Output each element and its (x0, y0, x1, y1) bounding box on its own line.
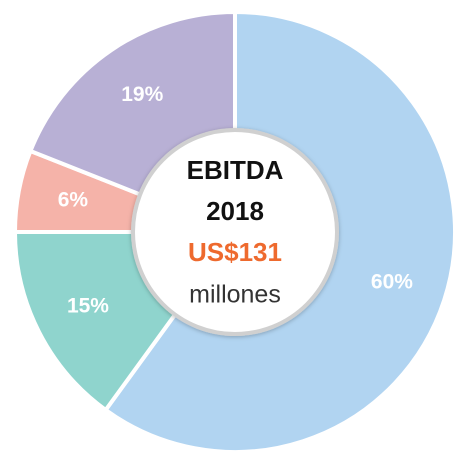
value-label: 60% (371, 271, 413, 294)
center-text: EBITDA (187, 155, 284, 185)
value-label: 15% (67, 294, 109, 317)
center-circle (131, 128, 339, 336)
labels: 60% 15% 6% 19% EBITDA 2018 US$131 millones (58, 83, 414, 317)
center-text: millones (189, 281, 281, 309)
center-text: 2018 (206, 196, 264, 226)
center-text: US$131 (188, 237, 282, 267)
value-label: 6% (58, 189, 89, 212)
value-label: 19% (121, 83, 163, 106)
